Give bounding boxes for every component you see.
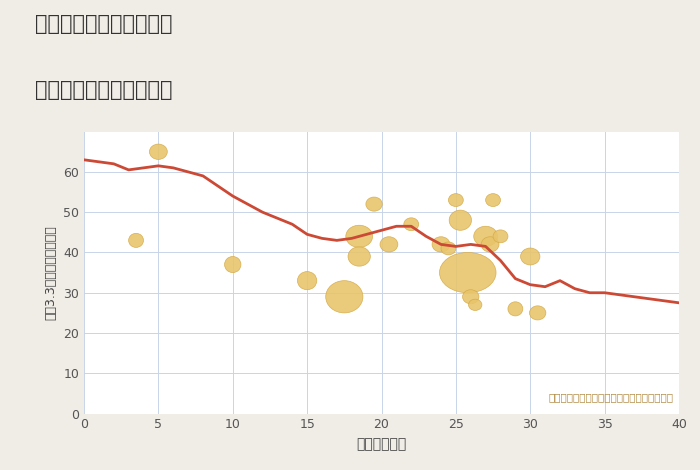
Ellipse shape — [225, 257, 241, 273]
Ellipse shape — [468, 299, 482, 311]
Ellipse shape — [404, 218, 419, 231]
Ellipse shape — [440, 252, 496, 293]
Ellipse shape — [493, 230, 508, 243]
Ellipse shape — [366, 197, 382, 211]
Ellipse shape — [486, 194, 500, 206]
Ellipse shape — [150, 144, 167, 159]
Ellipse shape — [449, 194, 463, 206]
Ellipse shape — [432, 237, 450, 252]
Ellipse shape — [481, 237, 499, 252]
X-axis label: 築年数（年）: 築年数（年） — [356, 437, 407, 451]
Ellipse shape — [326, 281, 363, 313]
Ellipse shape — [298, 272, 317, 290]
Ellipse shape — [129, 233, 144, 247]
Ellipse shape — [508, 302, 523, 316]
Text: 築年数別中古戸建て価格: 築年数別中古戸建て価格 — [35, 80, 172, 100]
Ellipse shape — [529, 306, 546, 320]
Ellipse shape — [449, 210, 472, 230]
Y-axis label: 坪（3.3㎡）単価（万円）: 坪（3.3㎡）単価（万円） — [45, 225, 57, 320]
Text: 円の大きさは、取引のあった物件面積を示す: 円の大きさは、取引のあった物件面積を示す — [548, 392, 673, 402]
Ellipse shape — [346, 225, 372, 247]
Ellipse shape — [348, 247, 370, 266]
Ellipse shape — [441, 242, 456, 255]
Ellipse shape — [521, 248, 540, 265]
Ellipse shape — [380, 237, 398, 252]
Ellipse shape — [463, 290, 479, 304]
Ellipse shape — [474, 226, 498, 246]
Text: 三重県四日市市桜花台の: 三重県四日市市桜花台の — [35, 14, 172, 34]
